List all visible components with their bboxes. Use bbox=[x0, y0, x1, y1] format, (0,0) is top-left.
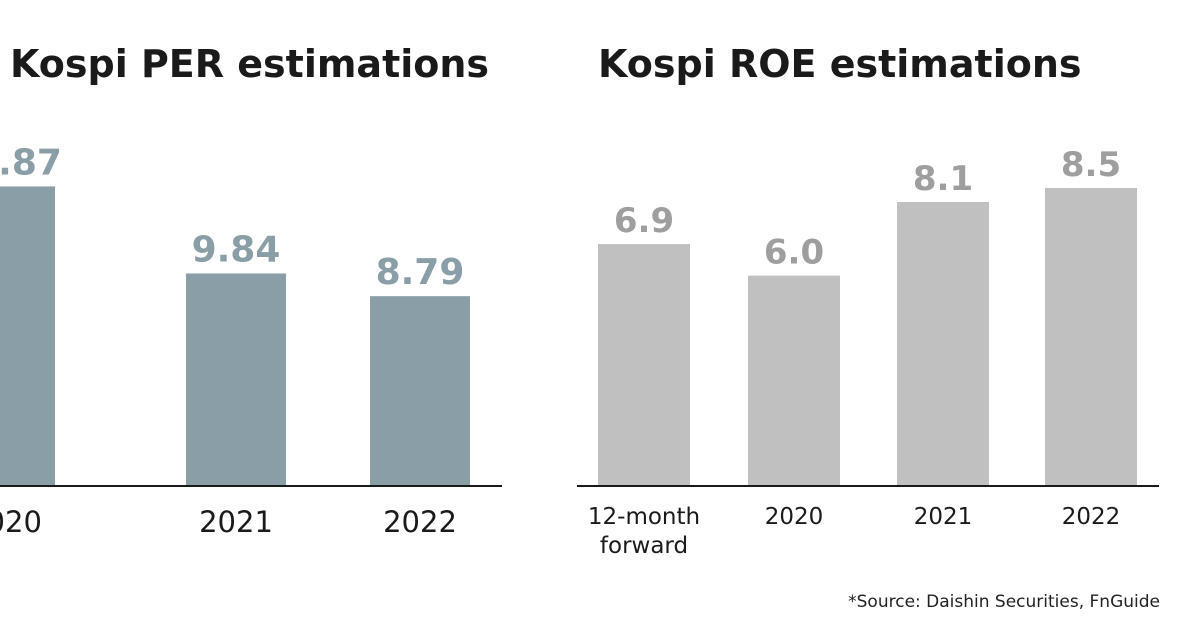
value-label: 8.5 bbox=[1061, 145, 1121, 185]
value-label: 13.87 bbox=[0, 142, 62, 183]
bar-12-month-forward bbox=[598, 244, 690, 486]
roe-bar-chart: 6.9 12-month forward 6.0 2020 8.1 2021 8.5 2022 bbox=[577, 145, 1159, 559]
source-note: *Source: Daishin Securities, FnGuide bbox=[848, 592, 1160, 612]
x-tick-label: 2021 bbox=[914, 504, 973, 530]
per-chart-title: Kospi PER estimations bbox=[10, 42, 489, 86]
value-label: 6.9 bbox=[614, 201, 674, 241]
roe-chart-title: Kospi ROE estimations bbox=[598, 42, 1082, 86]
per-bar-chart: 13.87 2020 9.84 2021 8.79 2022 bbox=[0, 142, 502, 539]
bar-2020 bbox=[748, 275, 840, 486]
bar-2022 bbox=[1045, 188, 1137, 486]
x-tick-label: 2021 bbox=[199, 505, 273, 539]
value-label: 8.1 bbox=[913, 159, 973, 199]
x-tick-label: 12-month forward bbox=[588, 504, 700, 559]
bar-2021 bbox=[897, 202, 989, 486]
value-label: 6.0 bbox=[764, 233, 824, 273]
value-label: 9.84 bbox=[192, 229, 281, 270]
bar-2021 bbox=[186, 273, 286, 486]
x-tick-label: 2020 bbox=[0, 505, 42, 539]
x-tick-label: 2022 bbox=[1062, 504, 1121, 530]
x-tick-label: 2020 bbox=[765, 504, 824, 530]
bar-2022 bbox=[370, 296, 470, 486]
value-label: 8.79 bbox=[376, 252, 465, 293]
bar-2020 bbox=[0, 186, 55, 486]
x-tick-label: 2022 bbox=[383, 505, 457, 539]
